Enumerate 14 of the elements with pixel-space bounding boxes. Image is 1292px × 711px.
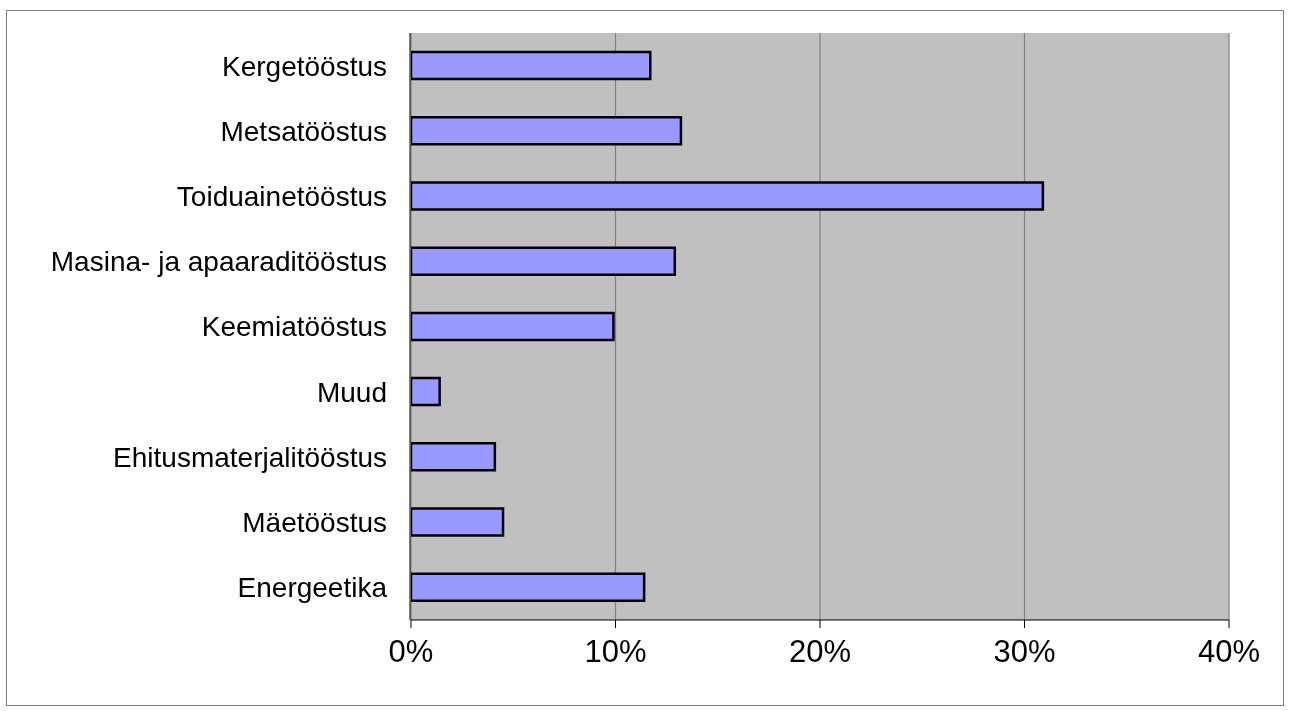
- y-tick-label: Keemiatööstus: [201, 311, 387, 343]
- y-tick-label: Energeetika: [237, 572, 388, 604]
- y-tick-label: Masina- ja apaaraditööstus: [50, 246, 387, 278]
- y-tick-label: Kergetööstus: [222, 50, 387, 82]
- x-tick-label: 40%: [1197, 634, 1261, 670]
- x-tick-label: 0%: [388, 634, 434, 670]
- y-tick-label: Mäetööstus: [242, 507, 387, 539]
- y-tick-label: Ehitusmaterjalitööstus: [113, 441, 387, 473]
- y-tick-label: Metsatööstus: [220, 115, 387, 147]
- x-tick-label: 30%: [993, 634, 1056, 670]
- x-tick-label: 20%: [788, 634, 852, 670]
- y-tick-label: Toiduainetööstus: [176, 181, 387, 212]
- y-tick-label: Muud: [316, 376, 387, 408]
- x-tick-label: 10%: [584, 634, 647, 670]
